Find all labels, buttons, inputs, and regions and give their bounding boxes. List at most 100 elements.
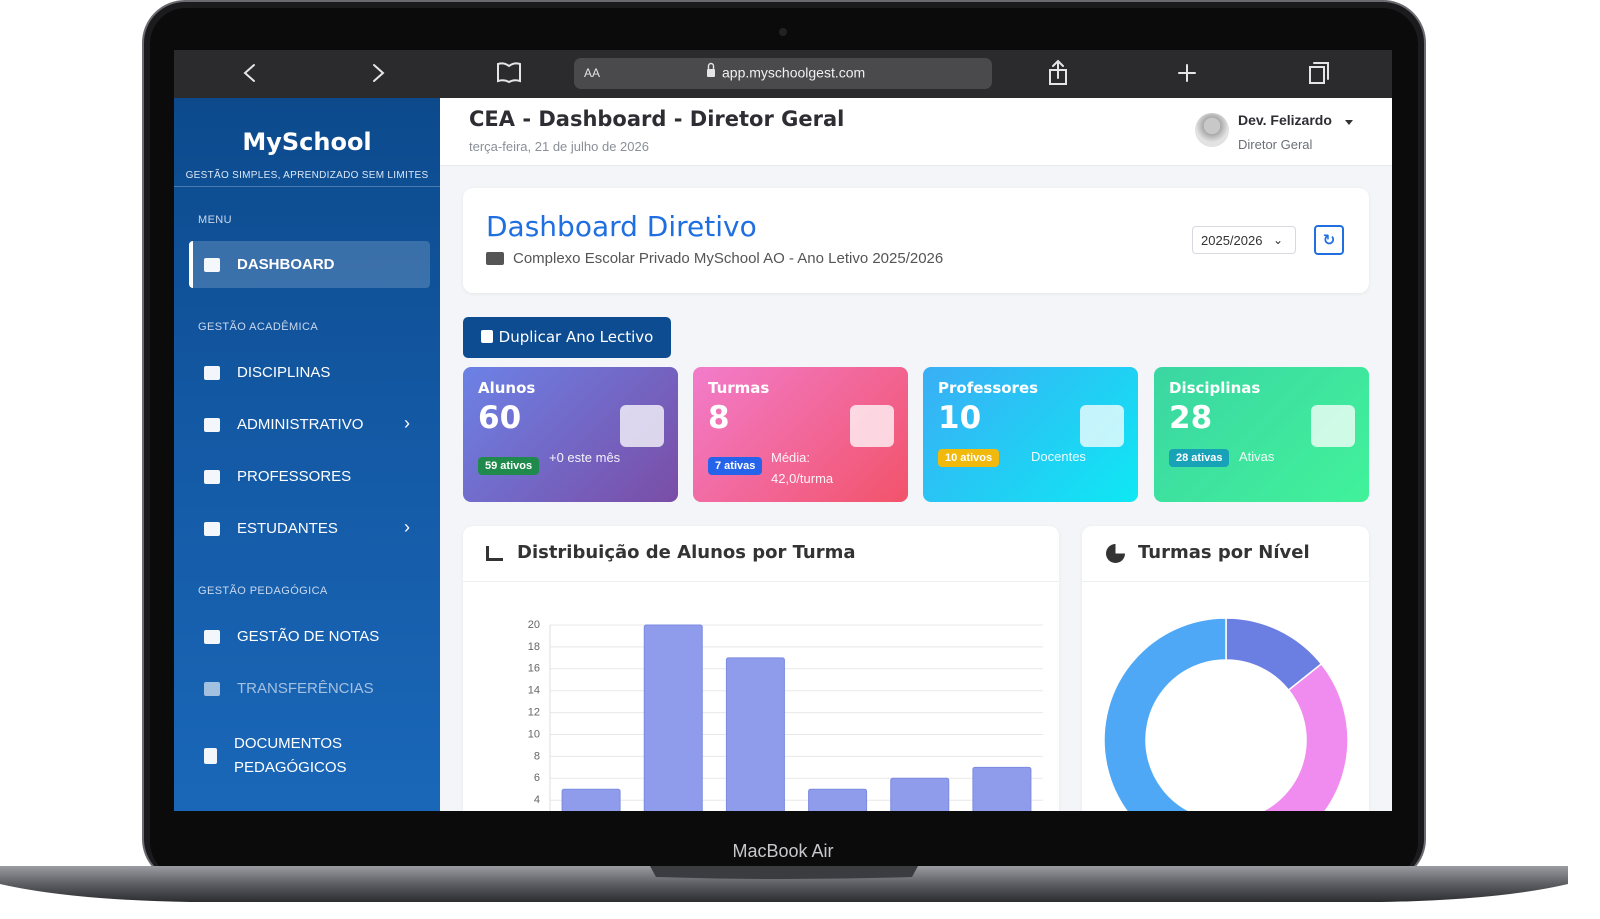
nav-label: ADMINISTRATIVO <box>237 416 364 433</box>
brand: MySchool <box>242 128 372 156</box>
donut-segment <box>1261 662 1349 811</box>
stat-icon <box>620 405 664 447</box>
nav-label: TRANSFERÊNCIAS <box>237 680 374 697</box>
bookmarks-button[interactable] <box>497 62 521 84</box>
device-label: MacBook Air <box>732 841 833 861</box>
y-tick-label: 14 <box>528 685 540 697</box>
y-tick-label: 18 <box>528 641 540 653</box>
y-tick-label: 12 <box>528 707 540 719</box>
chart-icon <box>486 546 503 561</box>
divider <box>463 581 1059 582</box>
stat-note: +0 este mês <box>549 450 621 465</box>
forward-button[interactable] <box>373 64 385 82</box>
stat-value: 10 <box>938 400 982 436</box>
chart-card: Distribuição de Alunos por Turma 4 6 8 10 12… <box>463 526 1059 811</box>
user-name[interactable]: Dev. Felizardo <box>1238 112 1332 128</box>
nav-item[interactable]: PROFESSORES <box>204 468 351 485</box>
stat-label: Alunos <box>478 379 536 397</box>
screen: AA app.myschoolgest.com MySchool GESTÃO … <box>174 50 1392 811</box>
y-tick-label: 16 <box>528 663 540 675</box>
donut-chart <box>1103 617 1349 811</box>
user-caret[interactable] <box>1345 120 1353 129</box>
donut-segment <box>1103 617 1227 811</box>
icon <box>204 469 220 484</box>
icon <box>204 629 220 644</box>
school-icon <box>486 252 504 265</box>
tabs-button[interactable] <box>1309 62 1329 84</box>
reader-button[interactable]: AA <box>584 66 600 80</box>
bar <box>561 788 621 811</box>
share-button[interactable] <box>1049 59 1067 85</box>
y-tick-label: 4 <box>534 794 540 806</box>
nav-label: DASHBOARD <box>237 256 335 273</box>
bar <box>808 788 868 811</box>
nav-label: DOCUMENTOS PEDAGÓGICOS <box>234 735 347 776</box>
panel: Dashboard Diretivo Complexo Escolar Priv… <box>463 188 1369 293</box>
stat-label: Disciplinas <box>1169 379 1261 397</box>
section-title: GESTÃO ACADÊMICA <box>198 321 319 333</box>
chevron: › <box>404 413 410 433</box>
nav-item[interactable]: DASHBOARD <box>204 256 335 273</box>
stat-label: Professores <box>938 379 1039 397</box>
panel-title: Dashboard Diretivo <box>486 210 757 243</box>
icon <box>204 365 220 380</box>
chevron: › <box>404 517 410 537</box>
chart-card: Turmas por Nível <box>1082 526 1369 811</box>
user-role: Diretor Geral <box>1238 137 1313 152</box>
stat-value: 8 <box>708 400 730 436</box>
page-title: CEA - Dashboard - Diretor Geral <box>469 107 845 131</box>
nav-item[interactable]: ADMINISTRATIVO <box>204 416 363 433</box>
stat-note: Média: 42,0/turma <box>771 450 834 486</box>
duplicate-button[interactable]: Duplicar Ano Lectivo <box>463 317 671 358</box>
y-tick-label: 8 <box>534 750 540 762</box>
address-bar[interactable] <box>574 58 992 89</box>
stat-badge: 28 ativas <box>1169 449 1230 467</box>
bar <box>725 657 785 811</box>
bar-chart: 4 6 8 10 12 14 16 18 20 <box>528 619 1043 811</box>
stat-label: Turmas <box>708 379 770 397</box>
icon <box>204 681 220 696</box>
active-highlight <box>189 241 430 288</box>
nav-item[interactable]: DISCIPLINAS <box>204 364 330 381</box>
nav-item[interactable]: DOCUMENTOS PEDAGÓGICOS <box>204 732 364 780</box>
chart-title: Distribuição de Alunos por Turma <box>517 542 856 563</box>
y-tick-label: 10 <box>528 728 540 740</box>
icon <box>204 521 220 536</box>
icon <box>204 417 220 432</box>
stat-icon <box>850 405 894 447</box>
y-tick-label: 20 <box>528 619 540 631</box>
stat-card[interactable]: Alunos 60 59 ativos +0 este mês <box>463 367 678 502</box>
icon <box>204 257 220 272</box>
stat-card[interactable]: Disciplinas 28 28 ativas Ativas <box>1154 367 1369 502</box>
chart-title: Turmas por Nível <box>1138 542 1310 563</box>
stat-card[interactable]: Turmas 8 7 ativas Média: 42,0/turma <box>693 367 908 502</box>
stat-badge: 10 ativos <box>938 449 1000 467</box>
bar <box>890 777 950 811</box>
url: app.myschoolgest.com <box>722 65 865 81</box>
new-tab-button[interactable] <box>1178 64 1196 82</box>
stat-badge: 7 ativas <box>708 457 763 475</box>
nav-label: PROFESSORES <box>237 468 352 485</box>
back-button[interactable] <box>243 64 255 82</box>
y-tick-label: 6 <box>534 772 540 784</box>
page-date: terça-feira, 21 de julho de 2026 <box>469 139 649 154</box>
nav-item[interactable]: TRANSFERÊNCIAS <box>204 680 374 697</box>
bar <box>972 766 1032 811</box>
icon <box>204 748 217 764</box>
nav-item[interactable]: ESTUDANTES <box>204 520 338 537</box>
year-select[interactable]: 2025/2026 ⌄ <box>1192 226 1296 254</box>
stat-card[interactable]: Professores 10 10 ativos Docentes <box>923 367 1138 502</box>
stat-icon <box>1080 405 1124 447</box>
stat-note: Ativas <box>1239 449 1275 464</box>
stat-icon <box>1311 405 1355 447</box>
avatar[interactable] <box>1195 113 1229 147</box>
nav-item[interactable]: GESTÃO DE NOTAS <box>204 628 379 645</box>
header: CEA - Dashboard - Diretor Geral terça-fe… <box>440 98 1392 166</box>
main: CEA - Dashboard - Diretor Geral terça-fe… <box>440 98 1392 811</box>
refresh-button[interactable]: ↻ <box>1314 225 1344 255</box>
divider <box>1082 581 1369 582</box>
button-label: Duplicar Ano Lectivo <box>498 328 654 346</box>
stat-value: 60 <box>478 400 522 436</box>
section-title: GESTÃO PEDAGÓGICA <box>198 585 328 597</box>
